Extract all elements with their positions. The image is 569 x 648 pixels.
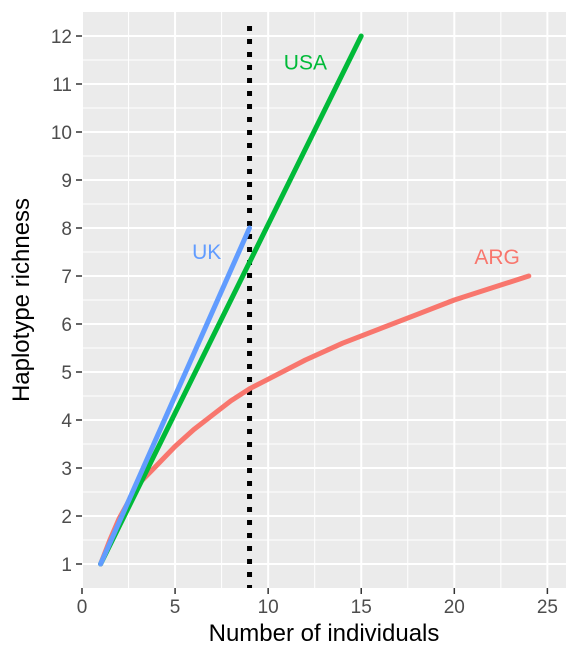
- y-axis-title: Haplotype richness: [8, 198, 35, 402]
- x-axis-ticks: 0 5 10 15 20 25: [77, 588, 558, 618]
- series-lines: [98, 33, 532, 567]
- y-tick-label: 12: [51, 27, 72, 48]
- y-tick-label: 4: [61, 411, 72, 432]
- y-tick-label: 3: [61, 459, 72, 480]
- major-gridlines: [81, 12, 566, 588]
- y-tick-label: 2: [61, 507, 72, 528]
- y-tick-label: 8: [61, 219, 72, 240]
- x-axis-title: Number of individuals: [209, 620, 440, 647]
- series-line-usa: [98, 33, 364, 567]
- y-tick-label: 10: [51, 123, 72, 144]
- series-label-uk: UK: [192, 241, 221, 264]
- x-tick-label: 10: [258, 597, 279, 618]
- y-tick-label: 11: [52, 75, 72, 96]
- y-tick-label: 9: [61, 171, 72, 192]
- y-tick-label: 1: [61, 555, 72, 576]
- y-tick-label: 5: [61, 363, 72, 384]
- y-tick-label: 7: [61, 267, 72, 288]
- series-label-arg: ARG: [474, 246, 520, 269]
- series-labels: ARG USA UK: [192, 51, 520, 268]
- x-tick-label: 5: [170, 597, 181, 618]
- series-line-uk: [98, 225, 252, 567]
- y-tick-label: 6: [61, 315, 72, 336]
- x-tick-label: 25: [537, 597, 558, 618]
- x-tick-label: 0: [77, 597, 88, 618]
- series-label-usa: USA: [284, 51, 327, 74]
- x-tick-label: 20: [444, 597, 465, 618]
- x-tick-label: 15: [351, 597, 372, 618]
